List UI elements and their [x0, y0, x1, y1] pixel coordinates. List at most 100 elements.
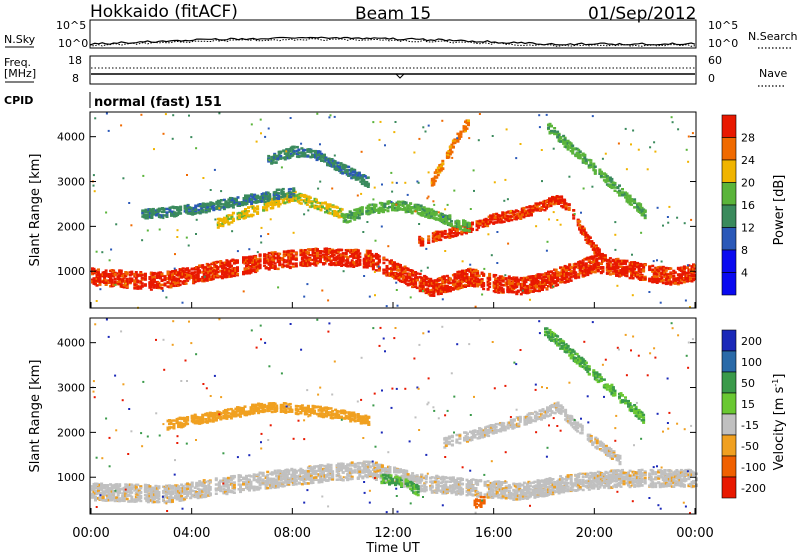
data-cell — [130, 279, 134, 283]
data-cell — [528, 206, 532, 209]
data-cell — [399, 272, 402, 275]
data-cell — [377, 267, 381, 271]
data-cell — [142, 215, 146, 219]
data-cell — [165, 211, 169, 214]
data-cell — [599, 262, 603, 265]
data-cell — [597, 250, 601, 254]
data-cell — [434, 217, 438, 220]
data-cell — [230, 216, 234, 219]
data-cell — [148, 283, 152, 287]
data-cell — [347, 165, 351, 169]
data-cell — [443, 229, 447, 233]
data-cell — [693, 270, 697, 274]
data-cell — [236, 269, 239, 273]
data-cell — [383, 208, 387, 212]
data-cell — [141, 211, 145, 215]
data-cell — [319, 254, 322, 258]
data-cell — [201, 209, 205, 212]
data-cell — [377, 211, 381, 214]
beam-label: Beam 15 — [355, 4, 431, 24]
data-cell — [468, 224, 471, 228]
data-cell — [354, 208, 358, 211]
data-cell — [399, 266, 402, 269]
data-cell — [459, 278, 463, 282]
data-cell — [316, 254, 319, 258]
data-cell — [385, 273, 389, 276]
data-cell — [569, 276, 573, 279]
data-cell — [391, 275, 395, 278]
data-cell — [410, 206, 414, 209]
data-cell — [643, 275, 647, 279]
data-cell — [350, 252, 354, 256]
data-cell — [336, 212, 340, 216]
data-cell — [272, 197, 276, 201]
data-cell — [139, 271, 143, 274]
sky-count-line — [90, 36, 696, 46]
data-cell — [520, 211, 524, 215]
data-cell — [172, 280, 176, 284]
data-cell — [681, 273, 685, 276]
data-cell — [369, 208, 373, 211]
data-cell — [353, 262, 357, 266]
data-cell — [112, 270, 116, 274]
data-cell — [625, 265, 629, 269]
data-cell — [125, 277, 129, 281]
data-cell — [258, 254, 262, 257]
data-cell — [690, 266, 694, 269]
data-cell — [194, 212, 198, 215]
data-cell — [309, 155, 313, 159]
data-cell — [323, 262, 327, 265]
data-cell — [285, 259, 289, 262]
data-cell — [263, 261, 267, 264]
data-cell — [549, 204, 553, 207]
data-cell — [133, 273, 137, 276]
data-cell — [474, 281, 478, 285]
data-cell — [341, 255, 345, 258]
data-cell — [494, 287, 498, 290]
data-cell — [110, 280, 114, 284]
data-cell — [299, 261, 303, 265]
data-cell — [648, 279, 652, 283]
data-cell — [303, 148, 307, 152]
data-cell — [263, 197, 267, 200]
data-cell — [459, 284, 463, 287]
data-cell — [398, 200, 402, 204]
data-cell — [409, 209, 413, 212]
data-cell — [396, 272, 399, 276]
data-cell — [302, 264, 306, 267]
data-cell — [269, 202, 273, 205]
data-cell — [197, 208, 201, 212]
data-cell — [592, 268, 596, 271]
data-cell — [341, 252, 345, 255]
data-cell — [421, 240, 425, 244]
data-cell — [360, 206, 364, 209]
data-cell — [460, 230, 464, 234]
data-cell — [305, 257, 309, 260]
data-cell — [354, 214, 358, 217]
data-cell — [560, 280, 564, 283]
data-cell — [581, 275, 585, 278]
data-cell — [657, 280, 661, 283]
data-cell — [468, 222, 471, 225]
data-cell — [341, 172, 345, 175]
data-cell — [233, 199, 237, 202]
data-cell — [152, 286, 156, 289]
data-cell — [690, 280, 694, 283]
data-cell — [449, 223, 453, 226]
data-cell — [218, 217, 222, 221]
data-cell — [543, 202, 547, 205]
data-cell — [256, 212, 260, 215]
data-cell — [601, 268, 605, 271]
data-cell — [206, 206, 210, 209]
data-cell — [673, 282, 677, 285]
data-cell — [341, 263, 345, 267]
data-cell — [288, 259, 292, 263]
data-cell — [492, 215, 496, 218]
data-cell — [163, 282, 167, 285]
data-cell — [113, 280, 117, 283]
data-cell — [424, 276, 428, 279]
data-cell — [315, 158, 319, 162]
data-cell — [198, 269, 202, 272]
data-cell — [282, 260, 286, 264]
data-cell — [530, 287, 534, 290]
